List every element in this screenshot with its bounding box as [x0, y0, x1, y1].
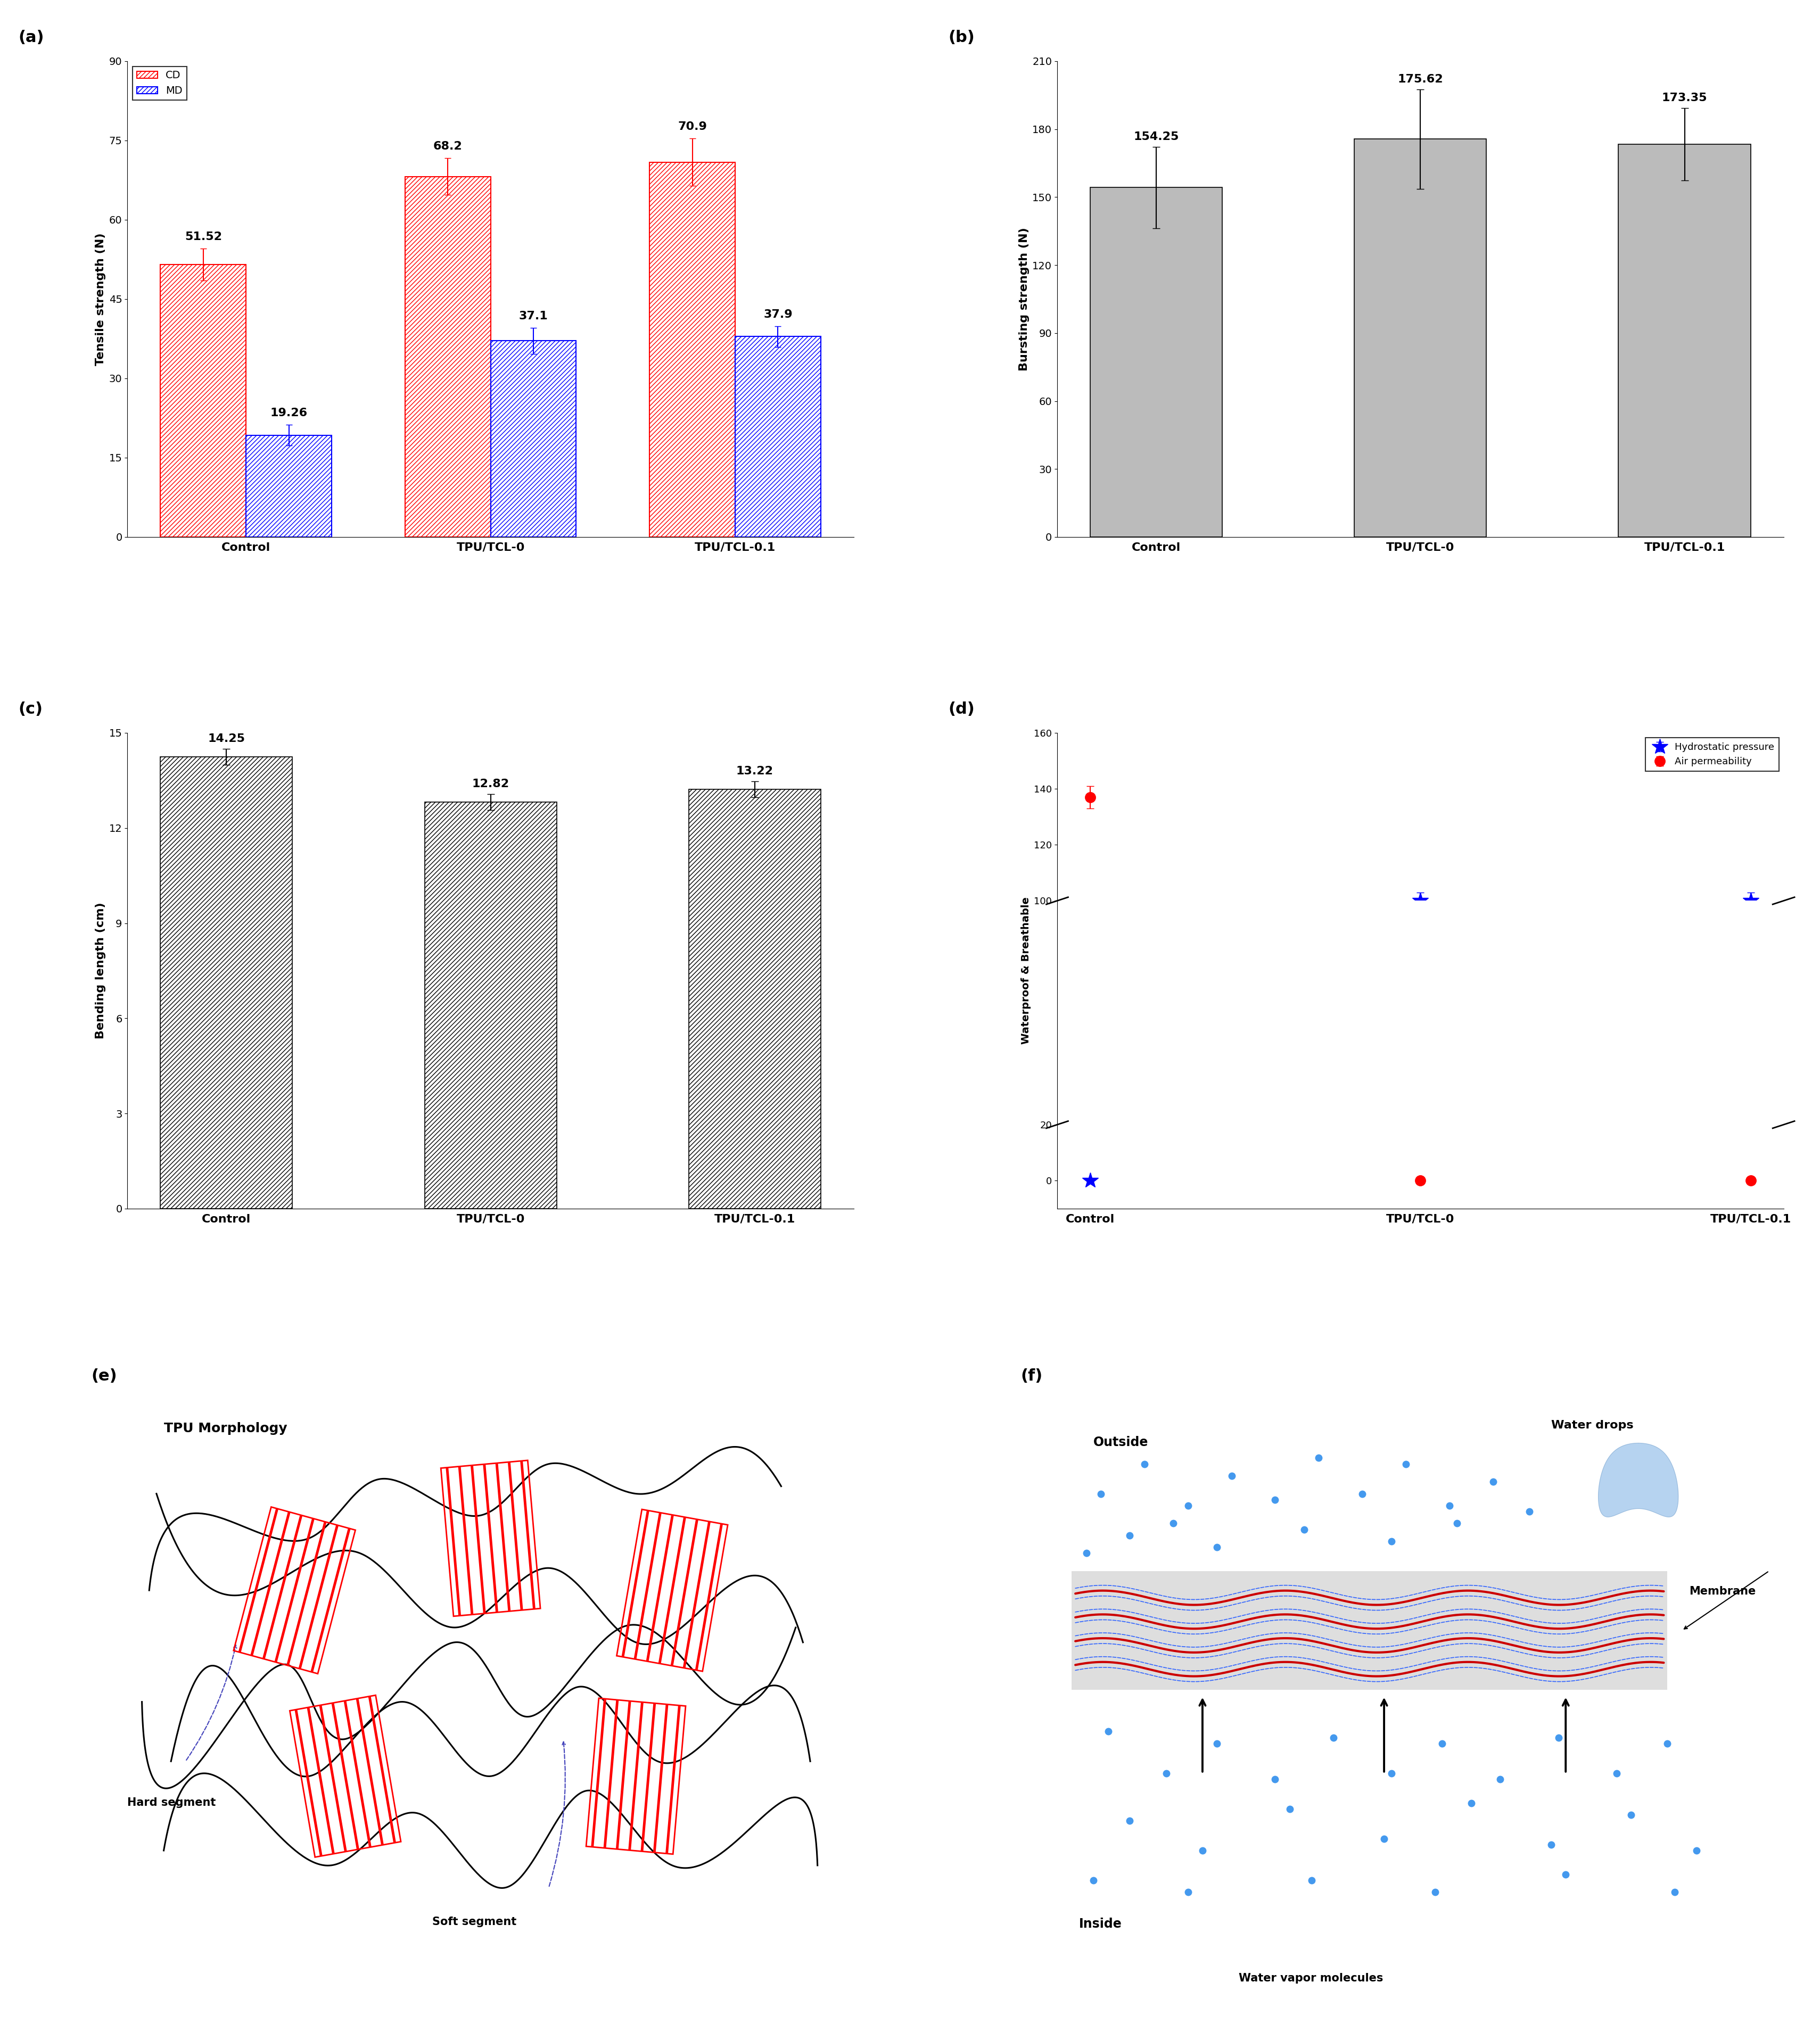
Bar [246, 435, 331, 537]
Bar [735, 337, 821, 537]
Text: (a): (a) [18, 31, 44, 45]
Bar [586, 1697, 686, 1854]
Text: (f): (f) [1021, 1369, 1043, 1383]
Text: TPU Morphology: TPU Morphology [164, 1422, 288, 1434]
Y-axis label: Waterproof & Breathable: Waterproof & Breathable [1021, 898, 1030, 1044]
Text: 19.26: 19.26 [269, 408, 308, 418]
Text: Soft segment: Soft segment [433, 1916, 517, 1928]
Text: 173.35: 173.35 [1662, 92, 1707, 104]
Text: (c): (c) [18, 702, 44, 716]
Y-axis label: Bending length (cm): Bending length (cm) [95, 902, 106, 1038]
Text: 68.2: 68.2 [433, 141, 462, 151]
Text: (b): (b) [948, 31, 976, 45]
Polygon shape [1598, 1442, 1678, 1518]
Text: (d): (d) [948, 702, 976, 716]
Text: Inside: Inside [1079, 1918, 1121, 1930]
Text: 154.25: 154.25 [1134, 131, 1179, 143]
Text: 14.25: 14.25 [207, 732, 246, 745]
Legend: Hydrostatic pressure, Air permeability: Hydrostatic pressure, Air permeability [1645, 738, 1778, 771]
Bar [1618, 145, 1751, 537]
Bar [1072, 1571, 1667, 1689]
Text: Outside: Outside [1094, 1436, 1148, 1448]
Text: Membrane: Membrane [1689, 1587, 1756, 1597]
Text: 13.22: 13.22 [735, 765, 774, 777]
Bar [1090, 188, 1223, 537]
Text: 12.82: 12.82 [471, 779, 510, 789]
Bar [160, 757, 293, 1208]
Y-axis label: Tensile strength (N): Tensile strength (N) [95, 233, 106, 365]
Text: 51.52: 51.52 [184, 233, 222, 243]
Bar [289, 1695, 400, 1856]
Legend: CD, MD: CD, MD [133, 67, 187, 100]
Bar [1354, 139, 1487, 537]
Text: Hard segment: Hard segment [127, 1797, 217, 1807]
Bar [617, 1510, 728, 1671]
Text: (e): (e) [91, 1369, 116, 1383]
Bar [1057, 902, 1784, 1124]
Text: 175.62: 175.62 [1398, 73, 1443, 86]
Bar [424, 802, 557, 1208]
Bar [160, 265, 246, 537]
Bar [650, 161, 735, 537]
Bar [440, 1461, 541, 1616]
Y-axis label: Bursting strength (N): Bursting strength (N) [1019, 226, 1030, 371]
Text: 37.9: 37.9 [763, 310, 792, 320]
Bar [233, 1508, 355, 1673]
Bar [688, 789, 821, 1208]
Text: Water vapor molecules: Water vapor molecules [1239, 1973, 1383, 1983]
Text: 70.9: 70.9 [677, 122, 706, 133]
Text: 37.1: 37.1 [519, 310, 548, 320]
Bar [406, 175, 491, 537]
Bar [491, 341, 577, 537]
Text: Water drops: Water drops [1551, 1420, 1634, 1430]
